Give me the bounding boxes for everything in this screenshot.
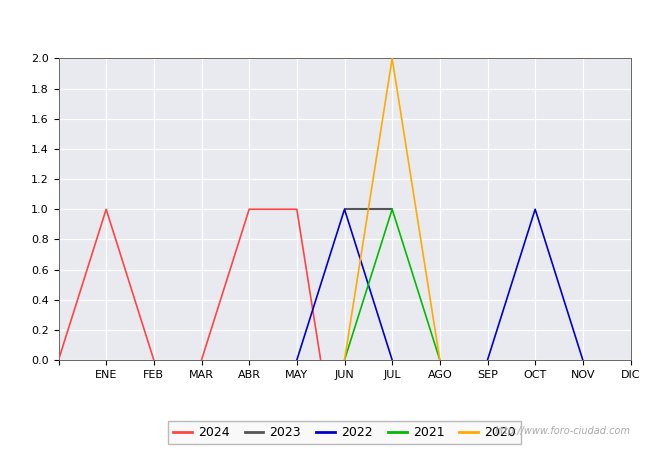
Legend: 2024, 2023, 2022, 2021, 2020: 2024, 2023, 2022, 2021, 2020 bbox=[168, 421, 521, 444]
Text: Matriculaciones de Vehiculos en Robledillo de Trujillo: Matriculaciones de Vehiculos en Robledil… bbox=[107, 14, 543, 33]
Text: http://www.foro-ciudad.com: http://www.foro-ciudad.com bbox=[495, 427, 630, 436]
